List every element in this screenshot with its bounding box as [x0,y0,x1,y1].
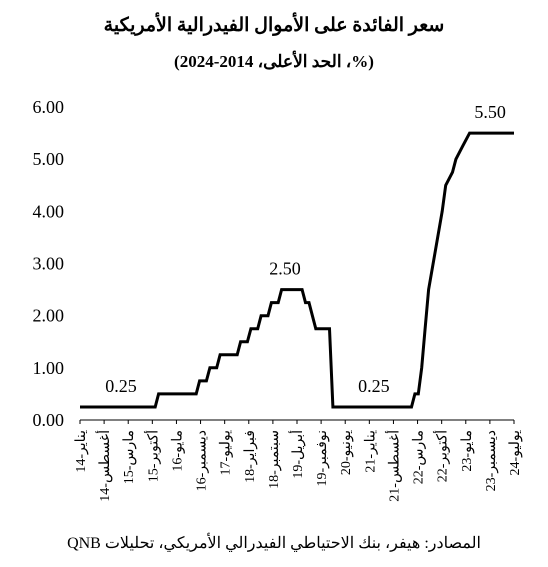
y-tick-label: 2.00 [33,306,65,326]
x-tick-label: يوليو-17 [219,430,234,476]
data-label: 5.50 [474,102,506,122]
x-tick-label: نوفمبر-19 [315,430,330,487]
series-layer [80,131,514,409]
y-tick-label: 4.00 [33,201,65,221]
x-tick-label: يوليو-24 [508,430,523,476]
x-tick-label: ديسمبر-23 [484,430,499,491]
x-tick-label: فبراير-18 [243,430,258,483]
y-tick-label: 6.00 [33,97,65,117]
data-label-layer: 0.25 2.50 0.25 5.50 [105,102,506,396]
x-tick-label: سبتمبر-18 [267,430,282,489]
chart-title: سعر الفائدة على الأموال الفيدرالية الأمر… [103,15,445,36]
x-tick-label: أغسطس-21 [383,430,402,502]
x-tick-label: مارس-15 [122,430,137,484]
x-tick-label: أكتوبر-15 [142,430,161,482]
x-tick-label: مايو-16 [170,430,185,472]
x-tick-label: مايو-23 [460,430,475,472]
x-tick-label: أغسطس-14 [94,430,113,502]
source-note: المصادر: هيفر، بنك الاحتياطي الفيدرالي ا… [67,535,481,552]
x-tick-label: أكتوبر-22 [432,430,451,482]
x-tick-label: يناير-14 [74,430,89,473]
rate-line [80,131,514,409]
y-tick-label: 5.00 [33,149,65,169]
x-tick-label: ديسمبر-16 [195,430,210,491]
x-tick-label: مارس-22 [412,430,427,484]
y-tick-label: 1.00 [33,358,65,378]
x-tick-label: يناير-21 [363,430,378,473]
x-axis: يناير-14 أغسطس-14 مارس-15 أكتوبر-15 مايو-16 د… [74,419,523,502]
x-tick-label: يونيو-20 [339,430,354,475]
data-label: 2.50 [269,259,301,279]
data-label: 0.25 [105,376,137,396]
x-tick-label: أبريل-19 [287,430,306,479]
chart-subtitle: (%، الحد الأعلى، 2014-2024) [174,52,374,71]
y-axis: 0.00 1.00 2.00 3.00 4.00 5.00 6.00 [33,97,65,430]
y-tick-label: 0.00 [33,410,65,430]
data-label: 0.25 [358,376,390,396]
y-tick-label: 3.00 [33,254,65,274]
